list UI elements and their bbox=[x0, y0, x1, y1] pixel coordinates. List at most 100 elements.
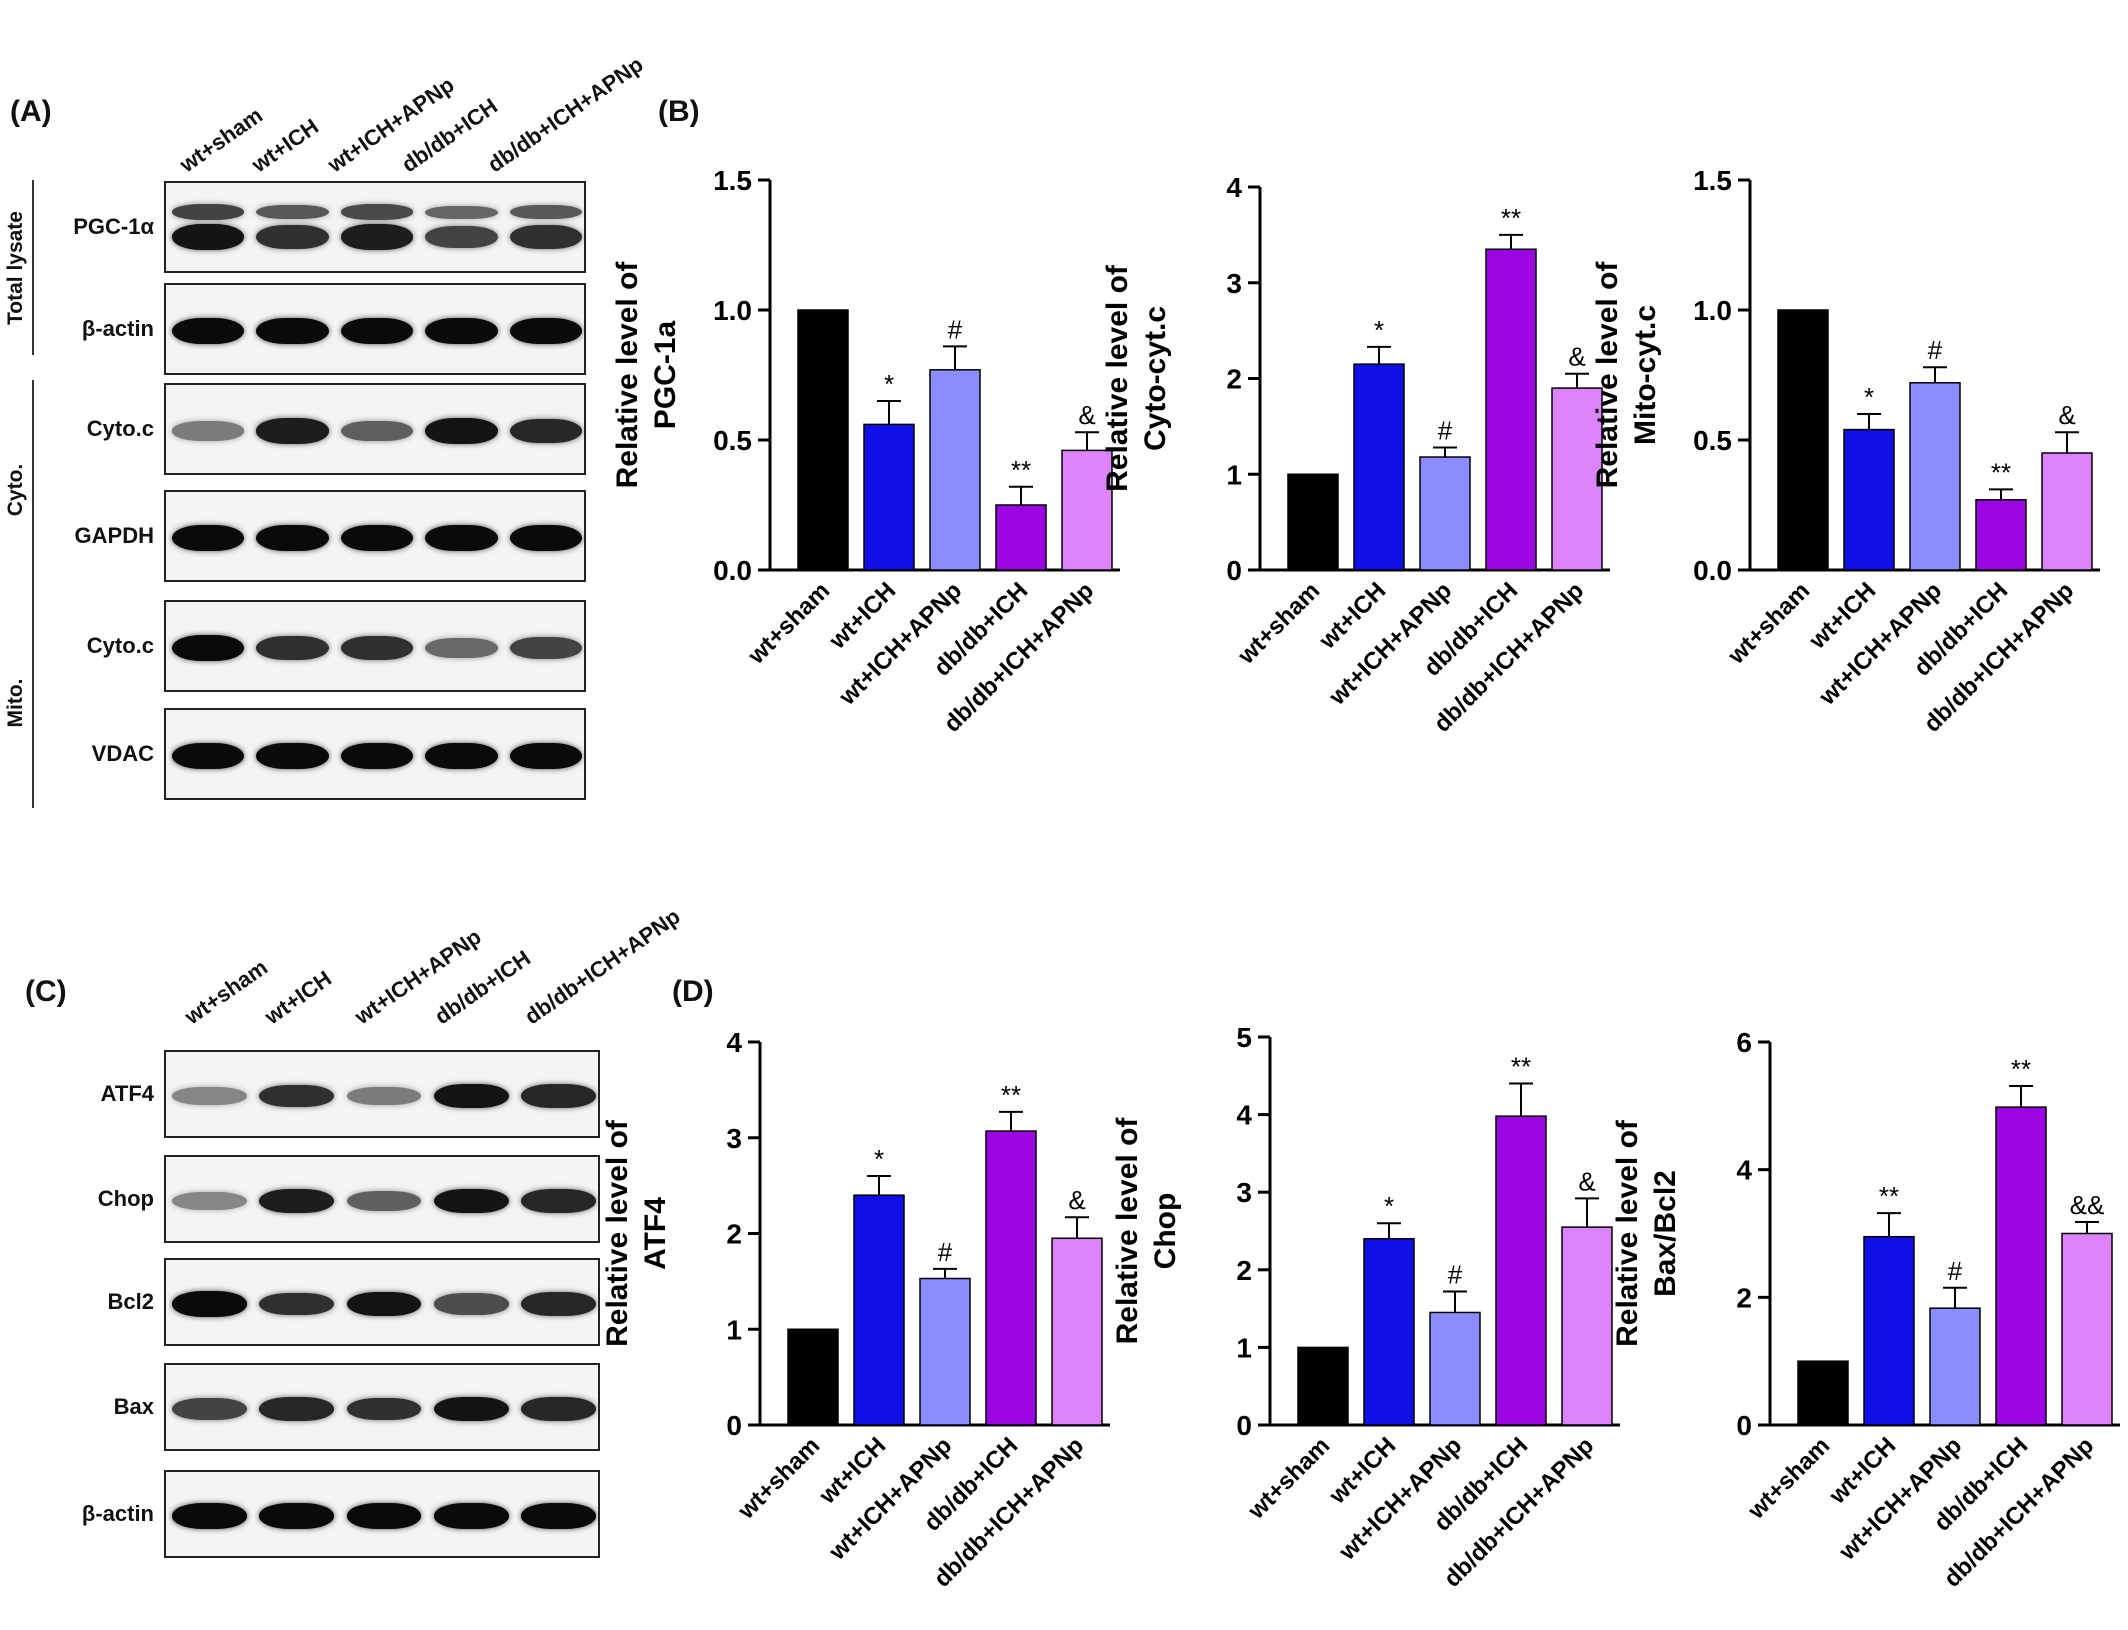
significance-marker: * bbox=[884, 369, 894, 399]
significance-marker: * bbox=[874, 1144, 884, 1174]
x-tick-label: wt+sham bbox=[1242, 1432, 1335, 1525]
y-tick-label: 4 bbox=[1226, 172, 1242, 203]
blot_C-band bbox=[520, 1292, 596, 1316]
y-tick-label: 2 bbox=[1736, 1282, 1752, 1313]
bar bbox=[853, 1194, 905, 1426]
y-axis-label: Relative level of bbox=[1101, 264, 1134, 492]
bar bbox=[1929, 1307, 1981, 1426]
blot_A-band bbox=[340, 224, 414, 250]
y-axis-label: ATF4 bbox=[639, 1197, 672, 1270]
y-tick-label: 1 bbox=[726, 1314, 742, 1345]
blot_C-band bbox=[433, 1396, 509, 1422]
y-axis-label: Relative level of bbox=[1611, 1119, 1644, 1347]
blot_A-strip bbox=[164, 600, 586, 692]
blot_C-strip bbox=[164, 1363, 600, 1451]
blot_C-band bbox=[259, 1292, 335, 1316]
significance-marker: ** bbox=[1511, 1052, 1531, 1082]
bar bbox=[1485, 248, 1537, 571]
significance-marker: # bbox=[938, 1237, 953, 1267]
blot_A-row-label: Cyto.c bbox=[86, 416, 154, 441]
blot_A-band bbox=[171, 224, 245, 250]
significance-marker: # bbox=[948, 314, 963, 344]
x-tick-label: wt+sham bbox=[1722, 577, 1815, 670]
significance-marker: & bbox=[2058, 400, 2075, 430]
y-tick-label: 3 bbox=[1226, 268, 1242, 299]
significance-marker: # bbox=[1438, 415, 1453, 445]
blot_A-band bbox=[340, 524, 414, 552]
significance-marker: # bbox=[1948, 1256, 1963, 1286]
blot_C-band bbox=[172, 1192, 248, 1210]
blot-a-fraction-line bbox=[32, 598, 34, 808]
y-axis-label: PGC-1a bbox=[649, 321, 682, 430]
blot_A-band bbox=[509, 418, 583, 444]
blot_C-strip bbox=[164, 1258, 600, 1346]
bar bbox=[1363, 1238, 1415, 1426]
blot_C-band bbox=[259, 1503, 335, 1529]
blot_C-band bbox=[520, 1084, 596, 1108]
bar bbox=[1797, 1360, 1849, 1426]
blot_A-strip bbox=[164, 383, 586, 475]
blot_A-band-upper bbox=[256, 205, 329, 220]
bar bbox=[1777, 309, 1829, 571]
blot_C-band bbox=[172, 1087, 248, 1105]
y-tick-label: 0.0 bbox=[713, 555, 752, 586]
y-axis-label: Relative level of bbox=[611, 261, 644, 489]
blot-a-fraction-label: Cyto. bbox=[4, 463, 27, 517]
y-axis-label: Relative level of bbox=[1591, 261, 1624, 489]
blot-a-fraction-label: Mito. bbox=[4, 678, 27, 728]
blot_A-band bbox=[425, 524, 498, 552]
bar bbox=[985, 1130, 1037, 1426]
blot_C-strip bbox=[164, 1050, 600, 1138]
significance-marker: ** bbox=[1991, 457, 2011, 487]
significance-marker: ** bbox=[2011, 1054, 2031, 1084]
blot_A-band bbox=[509, 225, 583, 249]
blot_A-row-label: VDAC bbox=[91, 741, 154, 766]
blot_C-strip bbox=[164, 1470, 600, 1558]
y-tick-label: 2 bbox=[1236, 1255, 1252, 1286]
blot_A-band-upper bbox=[340, 204, 414, 220]
bar bbox=[1297, 1346, 1349, 1426]
blot_A-strip bbox=[164, 283, 586, 375]
blot_A-band bbox=[256, 636, 329, 660]
bar bbox=[919, 1277, 971, 1426]
blot_A-band-upper bbox=[425, 205, 498, 220]
blot_A-band bbox=[425, 225, 498, 249]
bar bbox=[1353, 363, 1405, 571]
blot_A-band bbox=[171, 317, 245, 345]
y-tick-label: 0 bbox=[726, 1410, 742, 1441]
bar bbox=[2041, 452, 2093, 571]
significance-marker: * bbox=[1864, 382, 1874, 412]
significance-marker: && bbox=[2070, 1190, 2105, 1220]
blot-a-fraction-line bbox=[32, 380, 34, 600]
blot_C-band bbox=[346, 1503, 422, 1529]
y-tick-label: 3 bbox=[1236, 1177, 1252, 1208]
bar bbox=[1551, 387, 1603, 571]
y-axis-label: Relative level of bbox=[601, 1119, 634, 1347]
significance-marker: ** bbox=[1011, 455, 1031, 485]
blot_A-band bbox=[509, 317, 583, 345]
blot_C-row-label: ATF4 bbox=[100, 1081, 154, 1106]
panel-letter-b: (B) bbox=[658, 95, 700, 128]
blot_A-band bbox=[256, 317, 329, 345]
blot_A-band bbox=[340, 420, 414, 442]
bar bbox=[1863, 1235, 1915, 1426]
blot_A-band bbox=[171, 524, 245, 552]
y-tick-label: 2 bbox=[726, 1219, 742, 1250]
blot_A-band bbox=[509, 742, 583, 770]
bar bbox=[1495, 1115, 1547, 1426]
bar bbox=[929, 369, 981, 571]
significance-marker: * bbox=[1384, 1191, 1394, 1221]
blot-c-lane-label: wt+sham bbox=[180, 954, 273, 1030]
bar bbox=[1975, 499, 2027, 571]
y-tick-label: 0.5 bbox=[1693, 425, 1732, 456]
bar bbox=[1561, 1226, 1613, 1426]
y-axis-label: Cyto-cyt.c bbox=[1139, 306, 1172, 451]
significance-marker: ** bbox=[1879, 1181, 1899, 1211]
y-tick-label: 0 bbox=[1236, 1410, 1252, 1441]
bar bbox=[1909, 382, 1961, 571]
blot_A-row-label: Cyto.c bbox=[86, 633, 154, 658]
significance-marker: & bbox=[1568, 342, 1585, 372]
blot-a-fraction-line bbox=[32, 180, 34, 355]
blot_A-band bbox=[509, 524, 583, 552]
